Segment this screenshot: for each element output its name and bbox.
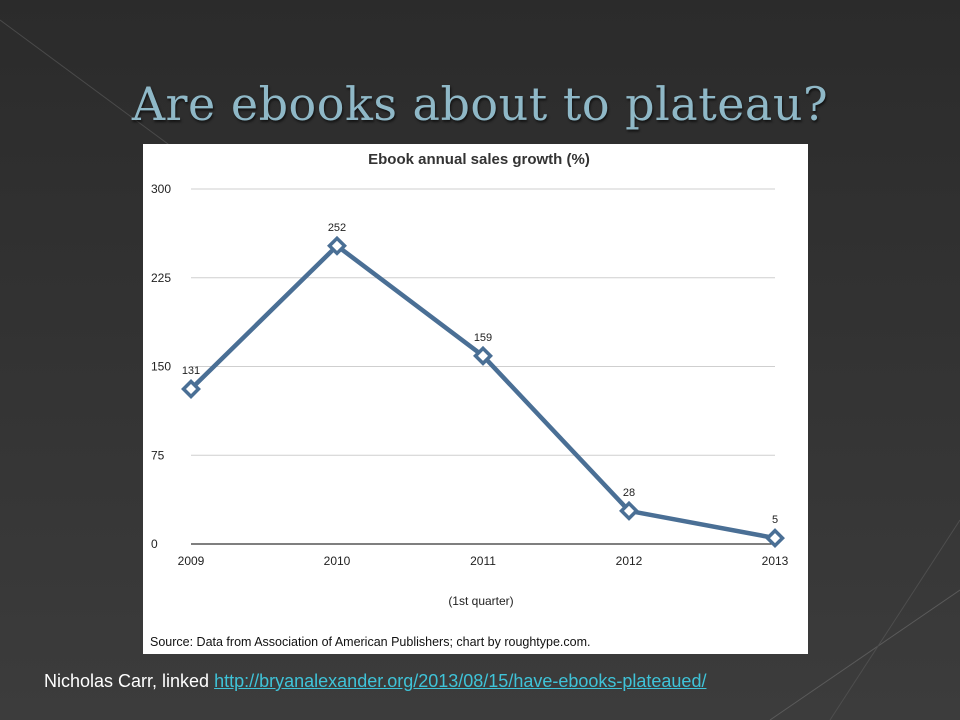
y-tick-label: 225 (151, 271, 171, 285)
data-marker (619, 500, 639, 521)
x-tick-label: 2013 (762, 554, 789, 568)
data-marker (473, 345, 493, 366)
data-labels: 131 252 159 28 5 (182, 222, 778, 526)
data-markers (181, 235, 785, 549)
chart-source-note: Source: Data from Association of America… (150, 635, 591, 649)
slide-title: Are ebooks about to plateau? (131, 77, 829, 131)
data-label: 131 (182, 365, 200, 377)
chart-title: Ebook annual sales growth (%) (368, 151, 590, 168)
data-label: 5 (772, 514, 778, 526)
data-label: 28 (623, 487, 635, 499)
y-tick-label: 300 (151, 182, 171, 196)
data-marker (765, 528, 785, 549)
caption-link[interactable]: http://bryanalexander.org/2013/08/15/hav… (214, 671, 707, 691)
slide-caption: Nicholas Carr, linked http://bryanalexan… (44, 671, 944, 692)
grid-lines (191, 188, 775, 545)
caption-text: Nicholas Carr, linked (44, 671, 210, 691)
x-axis-ticks: 2009 2010 2011 2012 2013 (178, 554, 789, 568)
x-tick-label: 2009 (178, 554, 205, 568)
x-tick-label: 2011 (470, 554, 496, 568)
chart-panel: Ebook annual sales growth (%) 0 75 150 225 3… (143, 144, 808, 654)
data-label: 252 (328, 222, 346, 234)
data-marker (327, 235, 347, 256)
y-tick-label: 150 (151, 360, 171, 374)
x-tick-label: 2010 (324, 554, 351, 568)
y-tick-label: 0 (151, 537, 158, 551)
data-marker (181, 379, 201, 399)
data-label: 159 (474, 332, 492, 344)
y-axis-ticks: 0 75 150 225 300 (151, 182, 171, 551)
x-tick-label: 2012 (616, 554, 643, 568)
chart: Ebook annual sales growth (%) 0 75 150 225 3… (150, 151, 789, 649)
series-line (189, 242, 776, 541)
x-axis-sublabel: (1st quarter) (448, 594, 513, 608)
y-tick-label: 75 (151, 448, 165, 462)
